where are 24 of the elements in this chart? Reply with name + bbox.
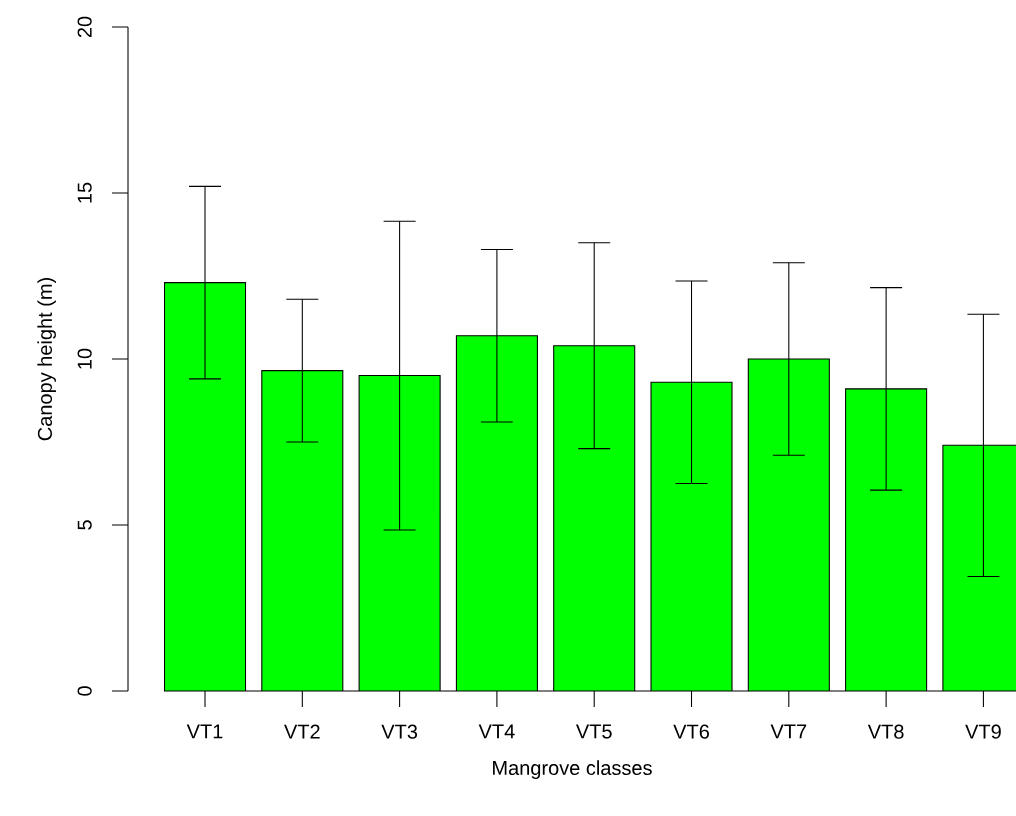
bar bbox=[553, 345, 635, 691]
x-tick-label: VT9 bbox=[965, 724, 1001, 739]
y-axis-title: Canopy height (m) bbox=[37, 278, 56, 441]
y-tick-label: 0 bbox=[77, 686, 92, 696]
x-axis-title: Mangrove classes bbox=[493, 760, 652, 779]
bar bbox=[845, 388, 927, 691]
x-tick-label: VT3 bbox=[381, 724, 418, 739]
x-tick-label: VT1 bbox=[186, 724, 223, 739]
x-tick-label: VT5 bbox=[575, 724, 612, 739]
x-tick-label: VT4 bbox=[478, 724, 515, 739]
bar bbox=[456, 335, 538, 691]
x-tick-label: VT8 bbox=[867, 724, 904, 739]
x-tick-label: VT6 bbox=[673, 724, 709, 739]
x-tick-label: VT2 bbox=[284, 724, 320, 739]
bar bbox=[651, 382, 733, 691]
y-tick-label: 20 bbox=[77, 16, 92, 38]
bar bbox=[261, 370, 343, 691]
y-tick-label: 10 bbox=[77, 348, 92, 369]
x-tick-label: VT7 bbox=[770, 724, 807, 739]
y-tick-label: 5 bbox=[77, 520, 92, 530]
bar bbox=[359, 375, 441, 691]
bar bbox=[748, 358, 830, 691]
bar bbox=[164, 282, 246, 691]
y-tick-label: 15 bbox=[77, 182, 92, 203]
